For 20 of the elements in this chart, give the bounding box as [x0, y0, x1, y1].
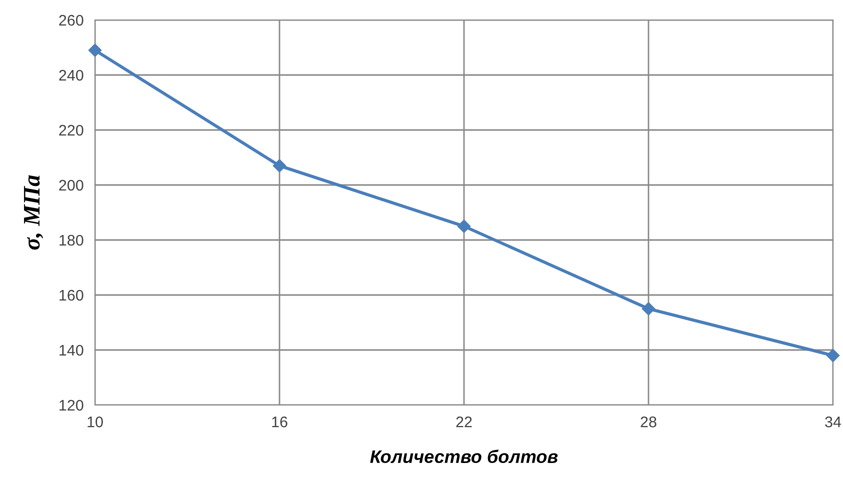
y-tick-label: 140	[60, 344, 84, 356]
x-tick-label: 22	[456, 416, 472, 428]
y-tick-label: 160	[60, 290, 84, 301]
point	[826, 348, 840, 362]
x-tick-label: 10	[88, 416, 103, 428]
x-axis-title: Количество болтов	[370, 450, 558, 464]
x-tick-label: 16	[272, 416, 288, 428]
y-tick-label: 180	[60, 234, 84, 246]
y-tick-label: 200	[59, 180, 84, 191]
y-tick-label: 260	[59, 14, 84, 26]
y-tick-label: 240	[59, 70, 84, 81]
x-tick-label: 34	[825, 416, 842, 428]
y-tick-label: 220	[59, 124, 84, 136]
y-tick-label: 120	[60, 400, 84, 411]
y-axis-title: σ, МПа	[24, 175, 44, 250]
point	[88, 44, 102, 57]
x-tick-label: 28	[640, 416, 656, 428]
point	[457, 220, 471, 233]
point	[272, 159, 286, 172]
point	[642, 302, 656, 316]
